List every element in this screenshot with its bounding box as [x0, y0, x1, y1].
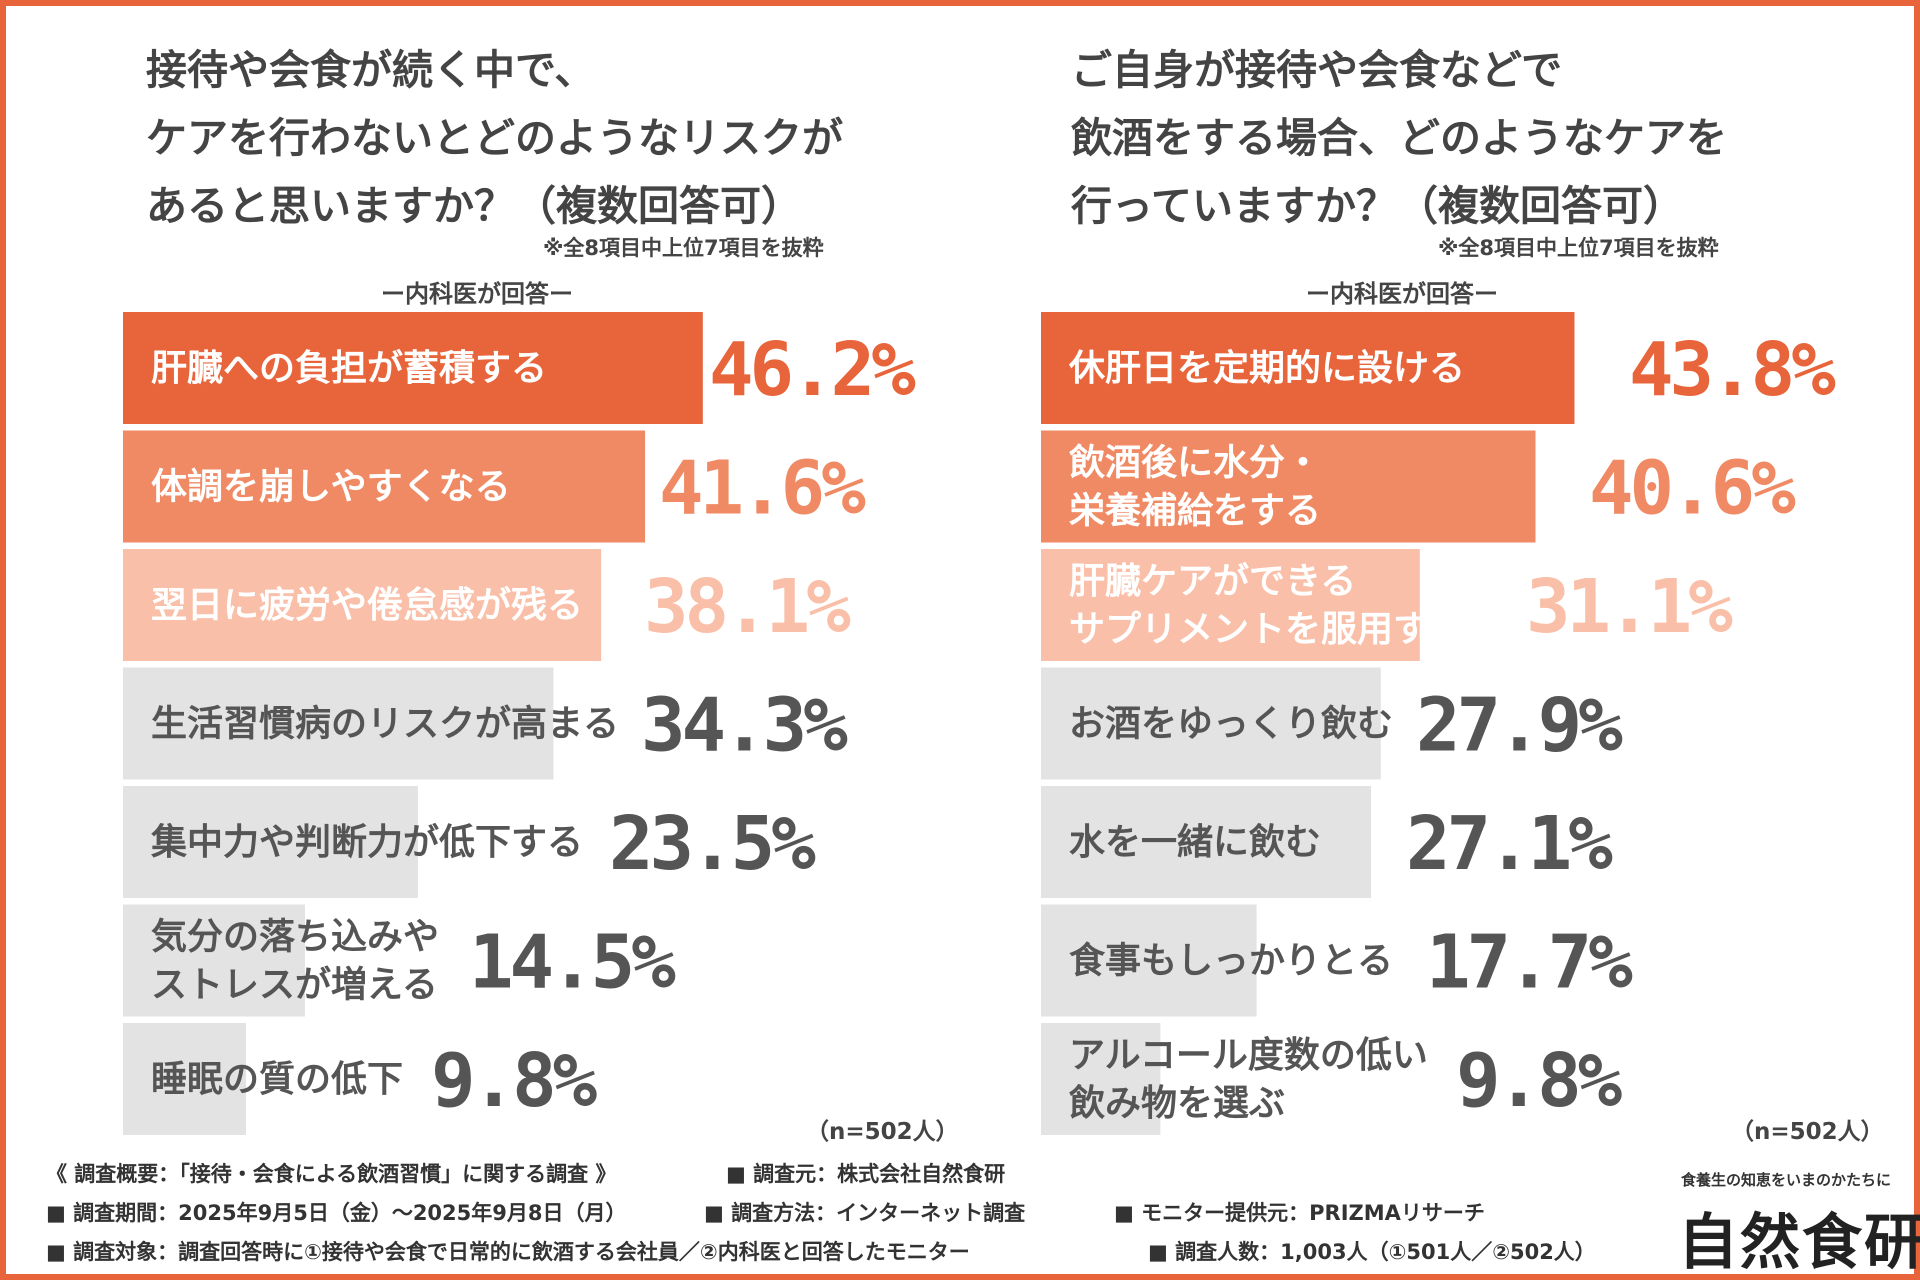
category-label-1-line-1: 栄養補給をする [1069, 491, 1321, 532]
sample-size: （n=502人） [1731, 1119, 1884, 1145]
value-label-2: 38.1% [644, 564, 851, 650]
excerpt-note: ※全8項目中上位7項目を抜粋 [543, 236, 824, 260]
category-label-4: 水を一緒に飲む [1069, 822, 1321, 863]
question-title-line-2: ケアを行わないとどのようなリスクが [146, 114, 843, 162]
bar-4 [1041, 786, 1372, 898]
respondent-label: ー内科医が回答ー [1306, 280, 1498, 308]
survey-source: ■ 調査元：株式会社自然食研 [726, 1162, 1006, 1186]
bar-chart-care: 休肝日を定期的に設ける 43.8% 飲酒後に水分・栄養補給をする 40.6% 肝臓ケアが… [1041, 312, 1840, 1135]
value-label-6: 9.8% [1456, 1038, 1623, 1124]
category-label-2-line-1: サプリメントを服用する [1069, 609, 1465, 650]
question-title-line-2: 飲酒をする場合、どのようなケアを [1071, 114, 1727, 162]
bar-1 [1041, 430, 1536, 543]
bar-chart-risks: 肝臓への負担が蓄積する 46.2% 体調を崩しやすくなる 41.6% 翌日に疲労や倦怠感… [123, 312, 920, 1135]
value-label-5: 17.7% [1426, 920, 1633, 1006]
category-label-2-line-0: 肝臓ケアができる [1069, 561, 1356, 602]
category-label-5: 食事もしっかりとる [1069, 941, 1393, 982]
bar-1 [123, 430, 646, 543]
question-title-line-1: ご自身が接待や会食などで [1071, 46, 1563, 94]
brand-tagline: 食養生の知恵をいまのかたちに [1681, 1171, 1892, 1189]
bar-2 [1041, 549, 1420, 661]
category-label-0: 肝臓への負担が蓄積する [151, 348, 547, 389]
question-title-line-3: あると思いますか？（複数回答可） [146, 182, 802, 230]
bar-0 [123, 312, 703, 424]
bar-0 [1041, 312, 1575, 424]
bar-3 [1041, 667, 1381, 780]
sample-size: （n=502人） [806, 1119, 959, 1145]
category-label-3: 生活習慣病のリスクが高まる [151, 704, 619, 745]
survey-target: ■ 調査対象：調査回答時に①接待や会食で日常的に飲酒する会社員／②内科医と回答し… [46, 1240, 970, 1264]
value-label-2: 31.1% [1526, 564, 1733, 650]
bar-5 [1041, 904, 1257, 1017]
question-title-line-1: 接待や会食が続く中で、 [146, 46, 596, 94]
value-label-6: 9.8% [431, 1038, 598, 1124]
bar-6 [1041, 1023, 1161, 1135]
value-label-1: 41.6% [659, 446, 866, 532]
bar-6 [123, 1023, 246, 1135]
category-label-2: 翌日に疲労や倦怠感が残る [151, 585, 583, 626]
category-label-6-line-1: 飲み物を選ぶ [1069, 1083, 1285, 1124]
excerpt-note: ※全8項目中上位7項目を抜粋 [1438, 236, 1719, 260]
value-label-5: 14.5% [469, 920, 676, 1006]
value-label-3: 27.9% [1416, 683, 1623, 769]
survey-period: ■ 調査期間：2025年9月5日（金）～2025年9月8日（月） [46, 1201, 627, 1225]
category-label-6-line-0: アルコール度数の低い [1069, 1035, 1428, 1076]
value-label-0: 46.2% [709, 327, 916, 413]
bar-3 [123, 667, 554, 780]
category-label-1: 体調を崩しやすくなる [151, 467, 511, 508]
category-label-5-line-0: 気分の落ち込みや [151, 917, 439, 958]
value-label-4: 23.5% [609, 801, 816, 887]
value-label-3: 34.3% [641, 683, 848, 769]
category-label-1-line-0: 飲酒後に水分・ [1069, 443, 1321, 484]
value-label-0: 43.8% [1629, 327, 1836, 413]
category-label-6: 睡眠の質の低下 [151, 1059, 403, 1100]
category-label-3: お酒をゆっくり飲む [1069, 704, 1393, 745]
monitor-provider: ■ モニター提供元：PRIZMAリサーチ [1114, 1201, 1485, 1225]
value-label-4: 27.1% [1406, 801, 1613, 887]
respondent-label: ー内科医が回答ー [381, 280, 573, 308]
bar-4 [123, 786, 418, 898]
category-label-0: 休肝日を定期的に設ける [1068, 348, 1465, 389]
brand-logo: 自然食研 [1678, 1208, 1920, 1278]
survey-count: ■ 調査人数：1,003人（①501人／②502人） [1148, 1240, 1596, 1264]
survey-method: ■ 調査方法：インターネット調査 [704, 1201, 1026, 1225]
bar-2 [123, 549, 602, 661]
category-label-5-line-1: ストレスが増える [151, 965, 438, 1006]
bar-5 [123, 904, 305, 1017]
chart-panel-right: ご自身が接待や会食などで 飲酒をする場合、どのようなケアを 行っていますか？（複… [926, 6, 1886, 1146]
survey-overview: 《 調査概要：「接待・会食による飲酒習慣」に関する調査 》 [46, 1162, 617, 1186]
chart-panel-left: 接待や会食が続く中で、 ケアを行わないとどのようなリスクが あると思いますか？（… [6, 6, 966, 1146]
category-label-4: 集中力や判断力が低下する [150, 822, 583, 863]
question-title-line-3: 行っていますか？（複数回答可） [1071, 182, 1684, 230]
value-label-1: 40.6% [1589, 446, 1796, 532]
